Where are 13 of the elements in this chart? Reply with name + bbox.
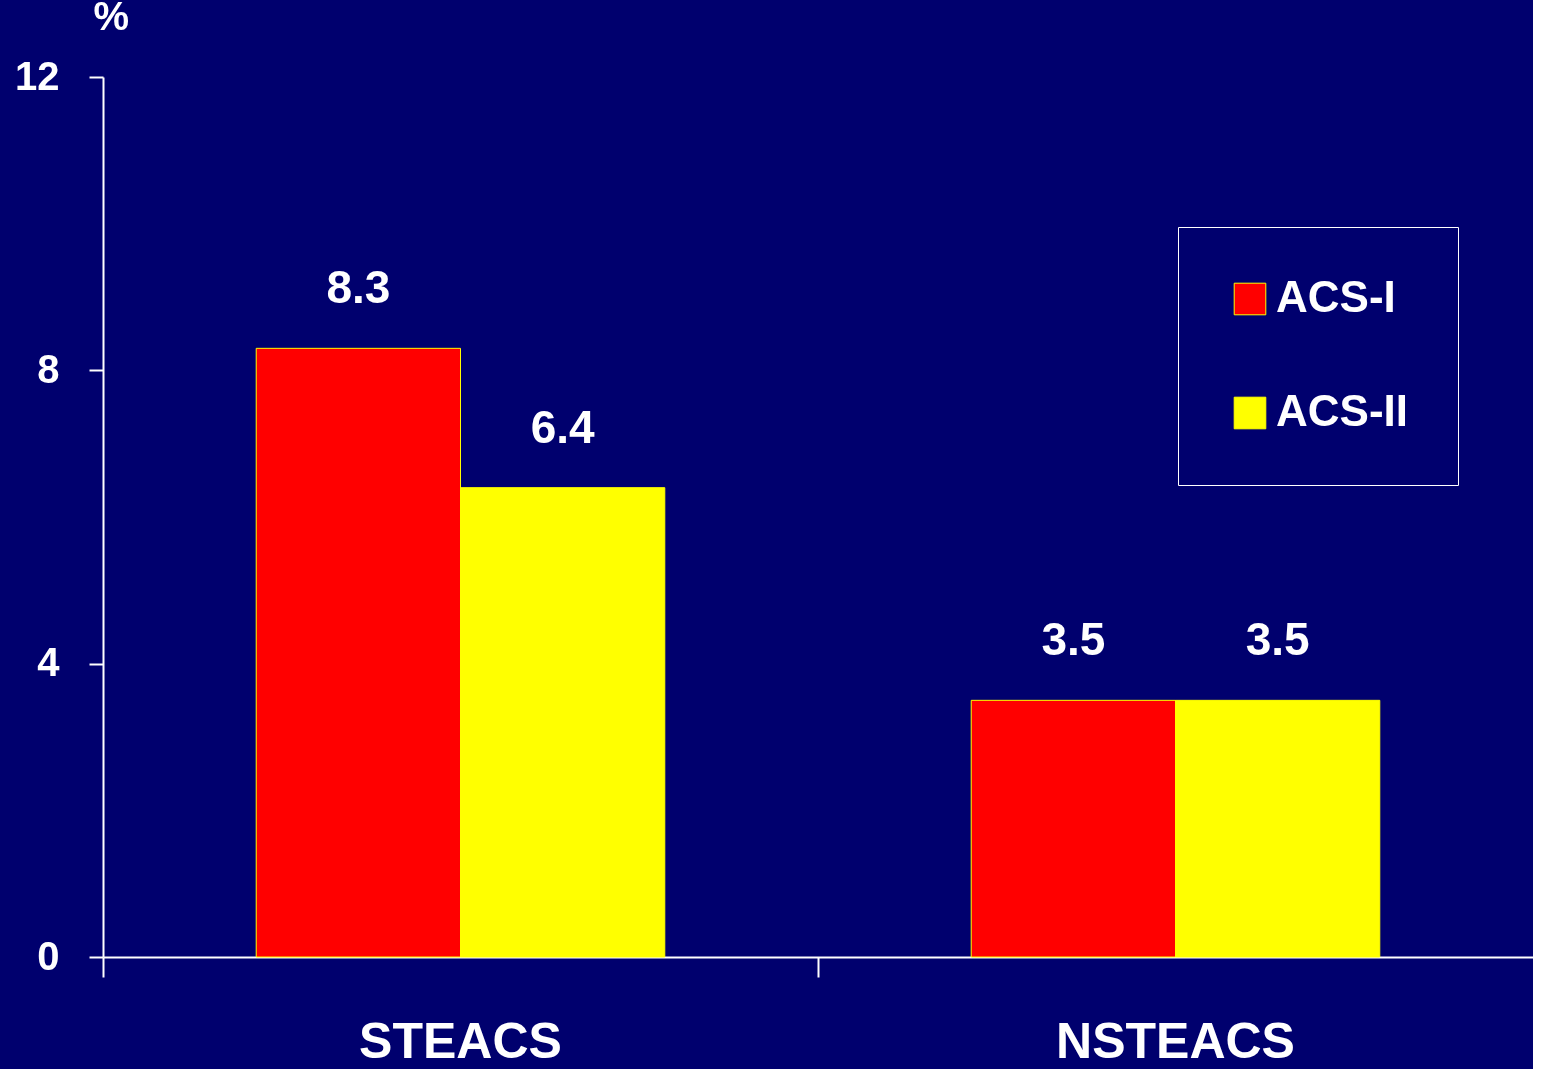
data-label: 3.5 <box>1041 613 1106 666</box>
data-label: 6.4 <box>530 400 596 453</box>
legend-label: ACS-II <box>1276 386 1408 435</box>
y-tick-label: 0 <box>37 933 60 978</box>
y-tick-label: 8 <box>37 346 60 391</box>
y-axis-title: % <box>93 0 130 38</box>
x-tick-label: STEACS <box>359 1012 562 1069</box>
y-tick-label: 4 <box>37 640 61 685</box>
data-label: 3.5 <box>1245 613 1310 666</box>
data-label: 8.3 <box>326 261 391 314</box>
legend-label: ACS-I <box>1276 272 1396 321</box>
x-tick-label: NSTEACS <box>1056 1012 1295 1069</box>
y-tick-label: 12 <box>15 53 60 98</box>
